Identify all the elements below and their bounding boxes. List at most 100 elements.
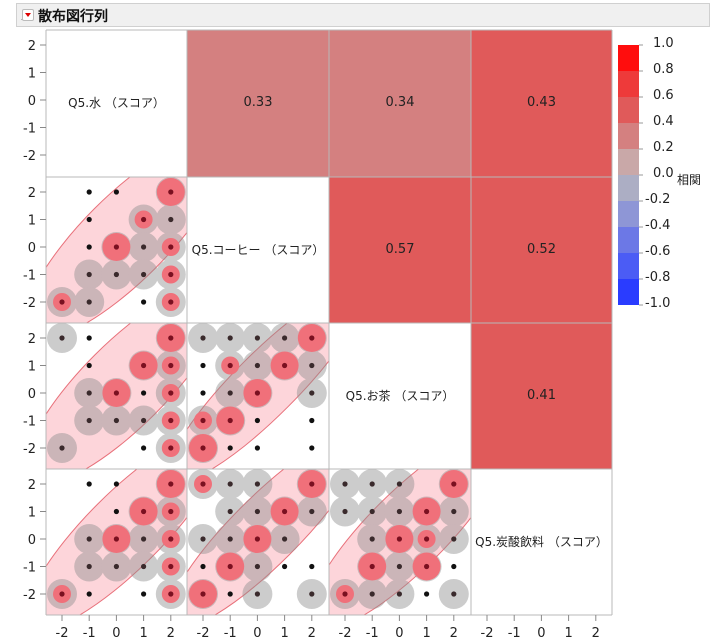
- data-point: [227, 563, 233, 570]
- data-point: [309, 390, 315, 396]
- data-point: [254, 335, 260, 341]
- data-point: [396, 508, 402, 515]
- x-tick-label: -1: [366, 626, 379, 641]
- data-point: [282, 362, 288, 369]
- y-tick-label: -1: [23, 122, 36, 137]
- legend-label: 1.0: [653, 36, 674, 51]
- variable-label: Q5.お茶 （スコア）: [345, 389, 455, 403]
- data-point: [309, 563, 315, 570]
- data-point: [451, 591, 457, 597]
- data-point: [342, 591, 348, 597]
- legend-label: -0.2: [645, 192, 671, 207]
- data-point: [59, 445, 65, 451]
- data-point: [168, 445, 174, 451]
- data-point: [254, 508, 260, 515]
- y-tick-label: 2: [28, 186, 36, 201]
- data-point: [309, 508, 315, 515]
- data-point: [309, 417, 315, 424]
- data-point: [254, 390, 260, 396]
- data-point: [168, 189, 174, 195]
- data-point: [254, 362, 260, 369]
- y-tick-label: 0: [28, 241, 36, 256]
- data-point: [227, 417, 233, 424]
- variable-label: Q5.水 （スコア）: [68, 96, 165, 110]
- legend-color-band: [618, 201, 639, 227]
- data-point: [168, 362, 174, 369]
- legend-label: -0.6: [645, 244, 671, 259]
- report-title: 散布図行列: [38, 9, 108, 25]
- y-tick-label: 0: [28, 387, 36, 402]
- y-tick-label: -2: [23, 588, 36, 603]
- legend-color-band: [618, 227, 639, 253]
- x-tick-label: -1: [224, 626, 237, 641]
- legend-color-band: [618, 45, 639, 71]
- data-point: [254, 417, 260, 424]
- red-triangle-menu-button[interactable]: [22, 9, 34, 21]
- y-tick-label: 2: [28, 39, 36, 54]
- data-point: [369, 481, 375, 487]
- data-point: [59, 299, 65, 305]
- data-point: [227, 508, 233, 515]
- data-point: [200, 390, 206, 396]
- legend-color-band: [618, 175, 639, 201]
- data-point: [282, 335, 288, 341]
- data-point: [200, 335, 206, 341]
- legend-color-band: [618, 97, 639, 123]
- y-tick-label: 0: [28, 533, 36, 548]
- data-point: [168, 417, 174, 424]
- x-tick-label: -1: [508, 626, 521, 641]
- data-point: [86, 390, 92, 396]
- data-point: [113, 271, 119, 278]
- legend-label: -1.0: [645, 296, 671, 311]
- y-tick-label: -1: [23, 561, 36, 576]
- data-point: [451, 536, 457, 542]
- x-tick-label: 0: [395, 626, 403, 641]
- data-point: [168, 536, 174, 542]
- x-tick-label: -2: [481, 626, 494, 641]
- scatter-cell: [46, 323, 187, 469]
- data-point: [451, 563, 457, 570]
- legend-color-band: [618, 253, 639, 279]
- data-point: [113, 189, 119, 195]
- legend-label: 0.0: [653, 166, 674, 181]
- scatter-cell: [46, 177, 187, 323]
- data-point: [396, 481, 402, 487]
- data-point: [168, 299, 174, 305]
- data-point: [86, 591, 92, 597]
- data-point: [200, 481, 206, 487]
- x-tick-label: -2: [56, 626, 69, 641]
- data-point: [86, 189, 92, 195]
- y-tick-label: -1: [23, 415, 36, 430]
- data-point: [86, 244, 92, 250]
- correlation-value: 0.52: [527, 242, 556, 257]
- x-tick-label: 1: [422, 626, 430, 641]
- data-point: [113, 536, 119, 542]
- data-point: [141, 563, 147, 570]
- y-tick-label: 1: [28, 506, 36, 521]
- data-point: [342, 481, 348, 487]
- y-tick-label: -2: [23, 296, 36, 311]
- data-point: [113, 563, 119, 570]
- data-point: [141, 299, 147, 305]
- data-point: [424, 536, 430, 542]
- correlation-value: 0.33: [243, 95, 273, 110]
- data-point: [424, 591, 430, 597]
- x-tick-label: 2: [167, 626, 175, 641]
- data-point: [396, 591, 402, 597]
- x-tick-label: 1: [139, 626, 147, 641]
- data-point: [227, 481, 233, 487]
- data-point: [141, 271, 147, 278]
- correlation-cell: [329, 30, 471, 177]
- correlation-value: 0.34: [385, 95, 415, 110]
- x-tick-label: -2: [197, 626, 210, 641]
- data-point: [282, 536, 288, 542]
- data-point: [86, 563, 92, 570]
- y-tick-label: 1: [28, 67, 36, 82]
- correlation-cell: [471, 323, 612, 469]
- legend-color-band: [618, 71, 639, 97]
- data-point: [141, 390, 147, 396]
- data-point: [168, 216, 174, 223]
- data-point: [227, 591, 233, 597]
- data-point: [309, 481, 315, 487]
- legend-label: -0.4: [645, 218, 671, 233]
